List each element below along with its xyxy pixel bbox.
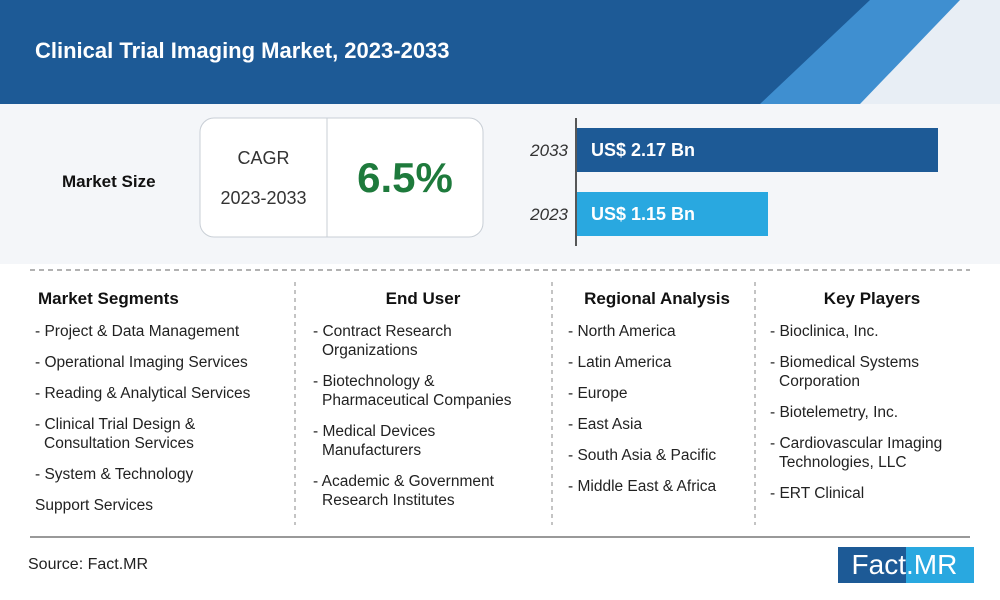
bar	[577, 128, 939, 172]
list-item: - Biotechnology &	[313, 373, 435, 390]
list-item: Research Institutes	[322, 492, 455, 509]
column-heading: Market Segments	[38, 289, 179, 308]
list-item: - Bioclinica, Inc.	[770, 323, 879, 340]
list-item: Support Services	[35, 497, 154, 514]
bar-year: 2023	[530, 205, 568, 224]
column-heading: Key Players	[823, 289, 921, 308]
list-item: - Academic & Government	[313, 473, 494, 490]
logo-text: .MR	[906, 549, 958, 580]
cagr-label: CAGR	[237, 148, 290, 168]
list-item: - Project & Data Management	[35, 323, 240, 340]
list-item: - Biotelemetry, Inc.	[770, 404, 899, 421]
cagr-box	[199, 117, 484, 238]
list-item: - ERT Clinical	[770, 485, 865, 502]
list-item: - East Asia	[568, 416, 643, 433]
list-item: - Europe	[568, 385, 628, 402]
bar-label: US$ 2.17 Bn	[591, 140, 696, 160]
list-item: - Contract Research	[313, 323, 452, 340]
list-item: Organizations	[322, 342, 418, 359]
list-item: - Biomedical Systems	[770, 354, 920, 371]
header-accent	[860, 0, 1000, 104]
logo-box	[838, 547, 906, 583]
logo-text: Fact	[851, 549, 906, 580]
list-item: Technologies, LLC	[779, 454, 907, 471]
list-item: - Reading & Analytical Services	[35, 385, 251, 402]
list-item: Manufacturers	[322, 442, 422, 459]
list-item: - Middle East & Africa	[568, 478, 717, 495]
logo-box	[906, 547, 974, 583]
list-item: - South Asia & Pacific	[568, 447, 717, 464]
list-item: Corporation	[779, 373, 860, 390]
list-item: Consultation Services	[44, 435, 194, 452]
list-item: - North America	[568, 323, 676, 340]
bar-year: 2033	[530, 141, 568, 160]
cagr-period: 2023-2033	[220, 188, 307, 208]
list-item: - Clinical Trial Design &	[35, 416, 196, 433]
list-item: - Operational Imaging Services	[35, 354, 248, 371]
bar	[577, 192, 769, 236]
source: Source: Fact.MR	[28, 556, 149, 573]
list-item: - Medical Devices	[313, 423, 436, 440]
column-heading: End User	[385, 289, 461, 308]
list-item: - Latin America	[568, 354, 672, 371]
list-item: - System & Technology	[35, 466, 194, 483]
cagr-value: 6.5%	[357, 154, 453, 201]
list-item: Pharmaceutical Companies	[322, 392, 512, 409]
title: Clinical Trial Imaging Market, 2023-2033	[35, 38, 450, 63]
bar-label: US$ 1.15 Bn	[591, 204, 696, 224]
column-heading: Regional Analysis	[584, 289, 730, 308]
market-size-label: Market Size	[62, 172, 156, 191]
list-item: - Cardiovascular Imaging	[770, 435, 943, 452]
